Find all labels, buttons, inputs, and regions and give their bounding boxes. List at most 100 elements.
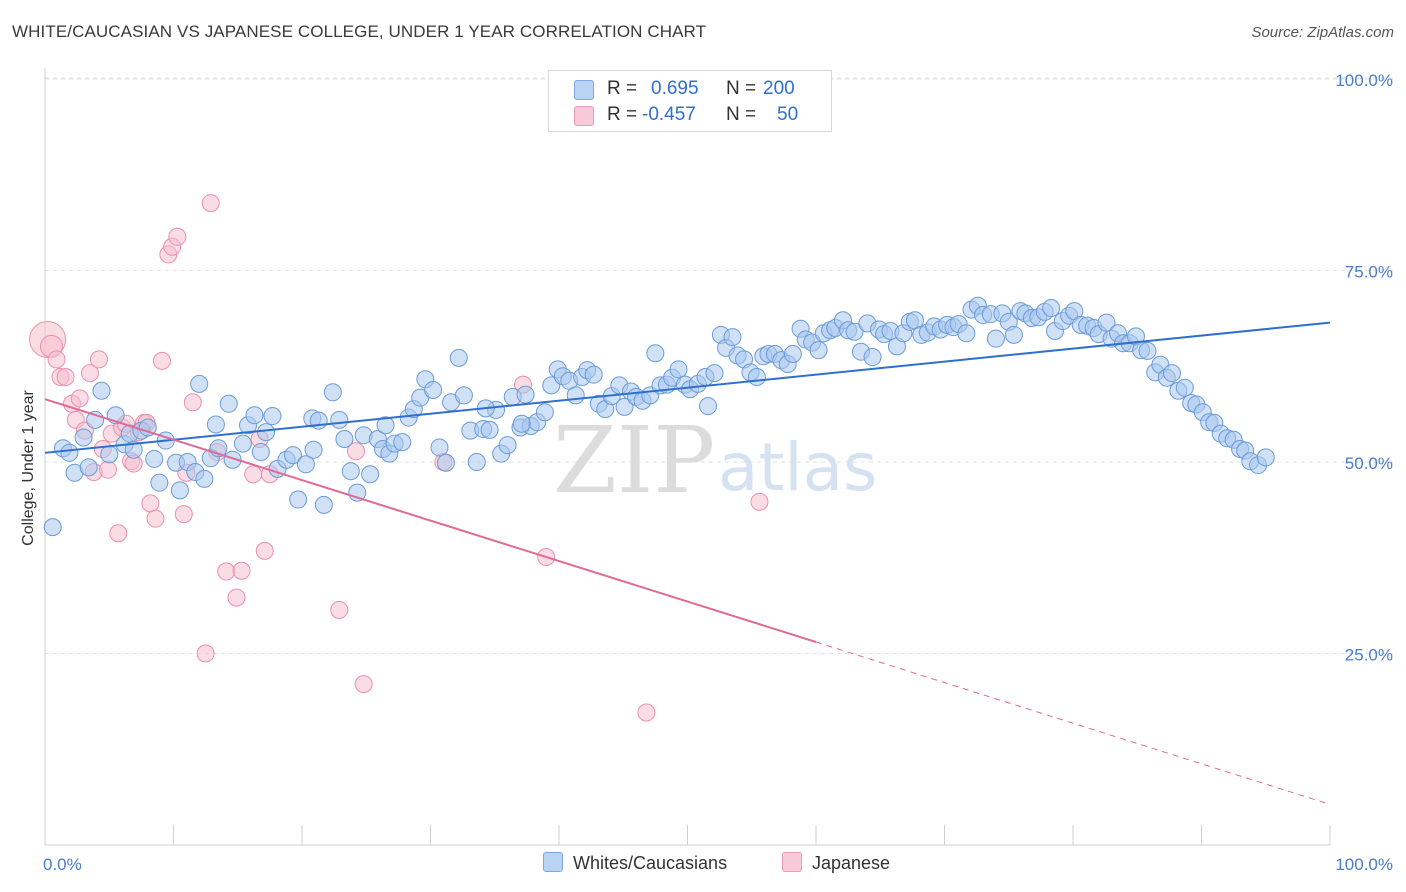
legend-r-label: R =	[607, 104, 638, 125]
whites-point	[335, 430, 354, 449]
whites-point	[498, 436, 517, 455]
whites-point	[150, 473, 169, 492]
whites-point	[723, 328, 742, 347]
whites-point	[1138, 341, 1157, 360]
whites-point	[615, 397, 634, 416]
whites-point	[257, 423, 276, 442]
whites-point	[747, 367, 766, 386]
whites-point	[430, 438, 449, 457]
whites-point	[190, 374, 209, 393]
whites-point	[535, 403, 554, 422]
whites-point	[304, 440, 323, 459]
whites-point	[809, 341, 828, 360]
whites-point	[341, 462, 360, 481]
japanese-point	[109, 524, 128, 543]
whites-point	[206, 415, 225, 434]
whites-point	[245, 406, 264, 425]
series-swatch-japanese	[782, 852, 802, 872]
whites-point	[100, 445, 119, 464]
y-tick-label: 50.0%	[1345, 454, 1393, 473]
watermark-atlas: atlas	[718, 429, 878, 506]
whites-point	[124, 440, 143, 459]
whites-point	[1256, 448, 1275, 467]
legend-r-value: 0.695	[651, 78, 699, 99]
trend-lines	[44, 321, 1331, 805]
whites-point	[449, 348, 468, 367]
japanese-point	[168, 227, 187, 246]
chart-title: WHITE/CAUCASIAN VS JAPANESE COLLEGE, UND…	[12, 22, 707, 41]
series-legend-whites: Whites/Caucasians	[543, 852, 727, 874]
legend-r-value: -0.457	[642, 104, 696, 125]
whites-point	[393, 433, 412, 452]
watermark: ZIP atlas	[553, 407, 878, 514]
whites-point	[1042, 299, 1061, 318]
correlation-legend: R = 0.695 N = 200 R = -0.457 N = 50	[548, 70, 832, 132]
japanese-point	[183, 393, 202, 412]
japanese-point	[80, 364, 99, 383]
japanese-point	[244, 465, 263, 484]
whites-point	[92, 381, 111, 400]
whites-point	[138, 418, 157, 437]
whites-point	[584, 365, 603, 384]
legend-r-label: R =	[607, 78, 638, 99]
legend-n-label: N =	[726, 104, 757, 125]
whites-point	[219, 394, 238, 413]
whites-point	[669, 360, 688, 379]
japanese-point	[330, 600, 349, 619]
whites-point	[1004, 325, 1023, 344]
whites-point	[957, 324, 976, 343]
legend-swatch-whites	[574, 80, 594, 100]
whites-point	[436, 453, 455, 472]
legend-row-whites: R = 0.695 N = 200	[549, 76, 831, 102]
x-tick-label: 100.0%	[1335, 855, 1393, 874]
whites-point	[263, 407, 282, 426]
whites-point	[845, 322, 864, 341]
japanese-point	[201, 194, 220, 213]
y-axis-title: College, Under 1 year	[20, 390, 37, 546]
whites-point	[1162, 364, 1181, 383]
japanese-point	[141, 494, 160, 513]
japanese-point	[217, 562, 236, 581]
series-label-whites: Whites/Caucasians	[573, 853, 728, 873]
whites-point	[43, 518, 62, 537]
japanese-point	[346, 442, 365, 461]
japanese-point	[637, 703, 656, 722]
whites-point	[986, 329, 1005, 348]
japanese-point	[227, 588, 246, 607]
whites-point	[314, 495, 333, 514]
y-tick-label: 75.0%	[1345, 263, 1393, 282]
legend-row-japanese: R = -0.457 N = 50	[549, 102, 831, 128]
series-swatch-whites	[543, 852, 563, 872]
x-tick-label: 0.0%	[43, 855, 82, 874]
whites-point	[783, 344, 802, 363]
whites-point	[566, 386, 585, 405]
whites-point	[699, 397, 718, 416]
whites-point	[863, 348, 882, 367]
whites-point	[284, 446, 303, 465]
whites-point	[361, 465, 380, 484]
whites-point	[705, 364, 724, 383]
legend-n-label: N =	[726, 78, 757, 99]
whites-point	[323, 383, 342, 402]
whites-point	[424, 380, 443, 399]
whites-point	[330, 410, 349, 429]
japanese-point	[354, 675, 373, 694]
tick-labels: 25.0% 50.0% 75.0% 100.0% 0.0% 100.0%	[43, 71, 1393, 874]
japanese-trend-extension	[815, 641, 1331, 805]
chart-axes	[44, 68, 1331, 846]
japanese-point	[174, 505, 193, 524]
whites-point	[145, 449, 164, 468]
whites-point	[376, 416, 395, 435]
whites-point	[296, 455, 315, 474]
japanese-point	[70, 389, 89, 408]
y-tick-label: 100.0%	[1335, 71, 1393, 90]
whites-point	[512, 414, 531, 433]
japanese-point	[89, 350, 108, 369]
whites-point	[289, 490, 308, 509]
series-legend-japanese: Japanese	[782, 852, 890, 874]
whites-point	[223, 450, 242, 469]
japanese-point	[232, 561, 251, 580]
whites-point	[516, 385, 535, 404]
japanese-point	[47, 350, 66, 369]
